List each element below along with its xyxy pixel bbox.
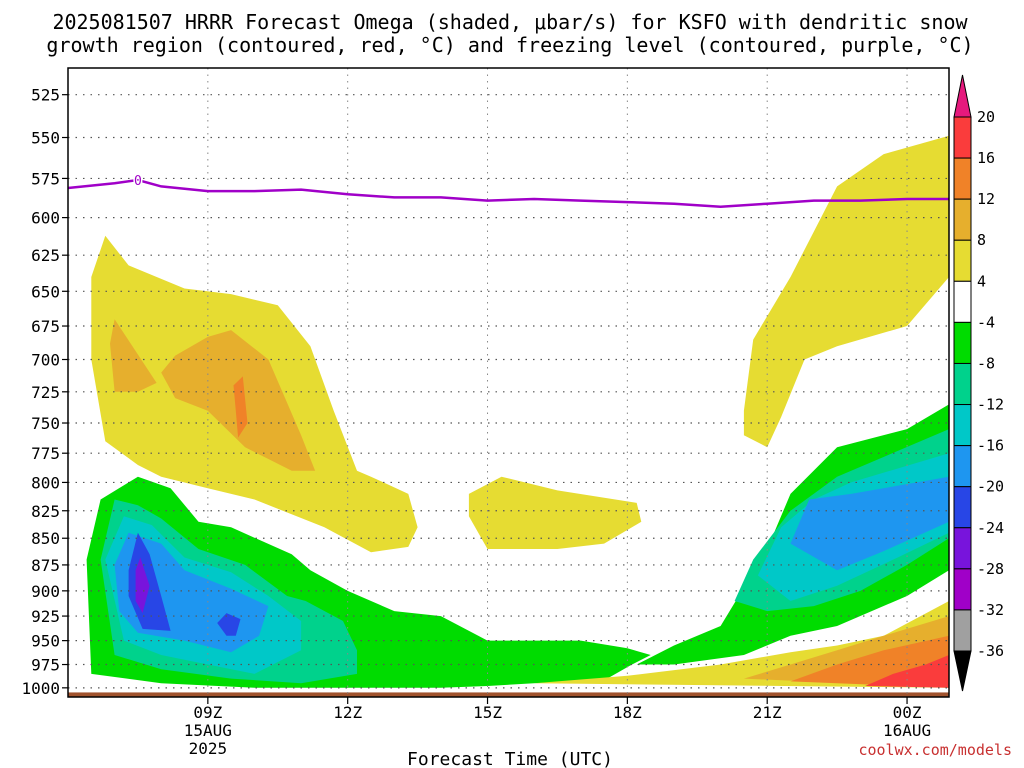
colorbar-bin: [953, 280, 972, 323]
colorbar-label: 20: [977, 108, 995, 126]
colorbar: 20 16 12 8 4 -4 -8 -12 -16 -20 -24 -28 -32 -36: [953, 74, 1004, 692]
x-tick-label: 09Z: [193, 703, 222, 722]
omega-region-1: [110, 319, 157, 392]
chart-title-line-1: 2025081507 HRRR Forecast Omega (shaded, …: [52, 10, 968, 34]
y-tick-label: 850: [31, 529, 60, 548]
y-tick-label: 1000: [21, 679, 60, 698]
omega-region-16: [135, 557, 150, 614]
colorbar-label: -32: [977, 601, 1004, 619]
omega-region-5: [743, 135, 949, 448]
y-tick-label: 800: [31, 473, 60, 492]
colorbar-label: -12: [977, 396, 1004, 414]
colorbar-label: 8: [977, 231, 986, 249]
colorbar-label: -28: [977, 560, 1004, 578]
colorbar-bin: [953, 609, 972, 652]
y-tick-label: 825: [31, 502, 60, 521]
omega-region-13: [790, 476, 949, 571]
freezing-level-label: 0: [134, 174, 142, 189]
colorbar-label: -24: [977, 519, 1004, 537]
colorbar-label: -4: [977, 313, 995, 331]
omega-region-20: [865, 655, 949, 688]
y-tick-label: 875: [31, 556, 60, 575]
x-tick-label: 00Z: [893, 703, 922, 722]
y-tick-label: 750: [31, 414, 60, 433]
ground-surface: [68, 692, 949, 697]
colorbar-bin: [953, 321, 972, 364]
x-tick-date-label: 15AUG: [184, 721, 232, 740]
freezing-level-contour: 0: [67, 173, 949, 209]
y-tick-label: 550: [31, 129, 60, 148]
x-tick-label: 12Z: [333, 703, 362, 722]
grid-lines: [68, 68, 949, 697]
x-tick-label: 21Z: [753, 703, 782, 722]
y-tick-label: 675: [31, 317, 60, 336]
colorbar-label: 16: [977, 149, 995, 167]
y-tick-label: 525: [31, 86, 60, 105]
colorbar-label: -16: [977, 437, 1004, 455]
x-tick-year-label: 2025: [189, 739, 228, 758]
colorbar-label: 12: [977, 190, 995, 208]
y-tick-label: 600: [31, 209, 60, 228]
colorbar-bin: [953, 116, 972, 159]
colorbar-bin: [953, 198, 972, 241]
axes: 525 550 575 600 625 650 675 700 725 750 775 800 825 8…: [21, 67, 950, 758]
colorbar-bin: [953, 445, 972, 488]
colorbar-bin: [953, 157, 972, 200]
colorbar-bin: [953, 239, 972, 282]
y-tick-label: 650: [31, 282, 60, 301]
colorbar-label: -20: [977, 478, 1004, 496]
y-tick-label: 575: [31, 169, 60, 188]
y-tick-label: 625: [31, 246, 60, 265]
y-tick-label: 700: [31, 351, 60, 370]
colorbar-label: -36: [977, 642, 1004, 660]
y-tick-label: 900: [31, 582, 60, 601]
freezing-level-line: [67, 178, 949, 209]
colorbar-bin: [953, 404, 972, 447]
colorbar-bin: [953, 486, 972, 529]
y-tick-label: 725: [31, 383, 60, 402]
omega-region-15: [217, 613, 241, 636]
x-axis-label: Forecast Time (UTC): [407, 749, 613, 768]
plot-area: [68, 68, 949, 697]
y-tick-label: 775: [31, 444, 60, 463]
y-tick-label: 925: [31, 607, 60, 626]
omega-region-4: [468, 476, 642, 549]
colorbar-label: 4: [977, 272, 986, 290]
chart-title-line-2: growth region (contoured, red, °C) and f…: [46, 33, 973, 57]
x-tick-label: 15Z: [473, 703, 502, 722]
colorbar-over-arrow: [953, 74, 972, 118]
y-tick-label: 975: [31, 656, 60, 675]
y-tick-label: 950: [31, 632, 60, 651]
omega-region-3: [233, 376, 248, 438]
colorbar-label: -8: [977, 354, 995, 372]
colorbar-bin: [953, 568, 972, 611]
credit-text: coolwx.com/models: [858, 741, 1012, 759]
x-tick-date-label: 16AUG: [883, 721, 931, 740]
colorbar-under-arrow: [953, 650, 972, 692]
x-tick-label: 18Z: [613, 703, 642, 722]
colorbar-bin: [953, 362, 972, 406]
colorbar-bin: [953, 527, 972, 570]
plot-frame: [67, 67, 950, 698]
